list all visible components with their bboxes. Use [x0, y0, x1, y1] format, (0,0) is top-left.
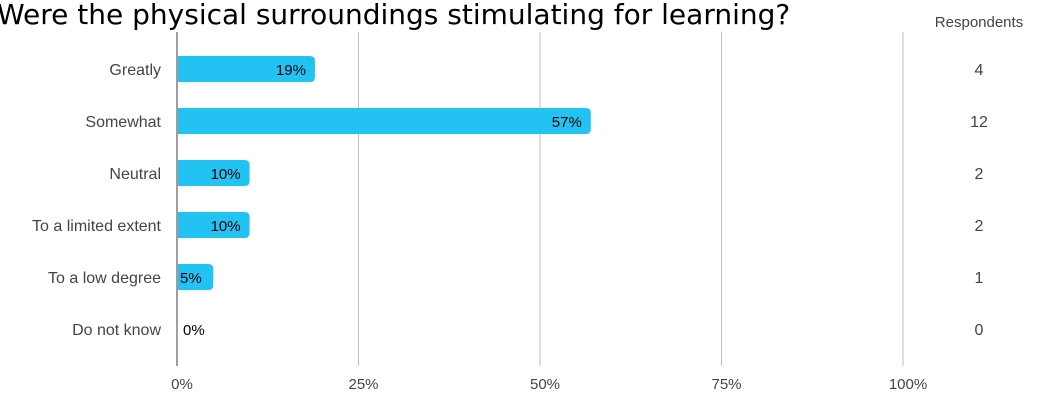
bar	[177, 264, 214, 290]
category-label: Greatly	[109, 62, 161, 79]
category-label: Neutral	[109, 166, 161, 183]
category-label: To a limited extent	[32, 218, 162, 235]
value-label: 57%	[552, 114, 582, 131]
category-label: Somewhat	[85, 114, 161, 131]
value-label: 10%	[211, 166, 241, 183]
bar	[177, 160, 250, 186]
bars	[177, 56, 591, 290]
value-label: 19%	[276, 62, 306, 79]
respondents-count: 2	[975, 218, 984, 235]
respondents-count: 2	[975, 166, 984, 183]
respondents-header: Respondents	[935, 14, 1023, 31]
x-tick-label: 100%	[889, 376, 927, 393]
value-label: 10%	[211, 218, 241, 235]
x-tick-label: 75%	[711, 376, 741, 393]
x-tick-label: 0%	[171, 376, 193, 393]
respondents-count: 4	[975, 62, 984, 79]
value-label: 0%	[183, 322, 205, 339]
bar	[177, 56, 315, 82]
category-label: Do not know	[72, 322, 161, 339]
value-label: 5%	[180, 270, 202, 287]
respondents-count: 1	[975, 270, 984, 287]
x-tick-label: 50%	[530, 376, 560, 393]
chart-title: Were the physical surroundings stimulati…	[0, 0, 790, 31]
bar	[177, 108, 591, 134]
respondents-count: 0	[975, 322, 984, 339]
bar	[177, 212, 250, 238]
category-label: To a low degree	[48, 270, 161, 287]
x-tick-label: 25%	[348, 376, 378, 393]
gridlines	[358, 32, 904, 366]
respondents-count: 12	[970, 114, 988, 131]
